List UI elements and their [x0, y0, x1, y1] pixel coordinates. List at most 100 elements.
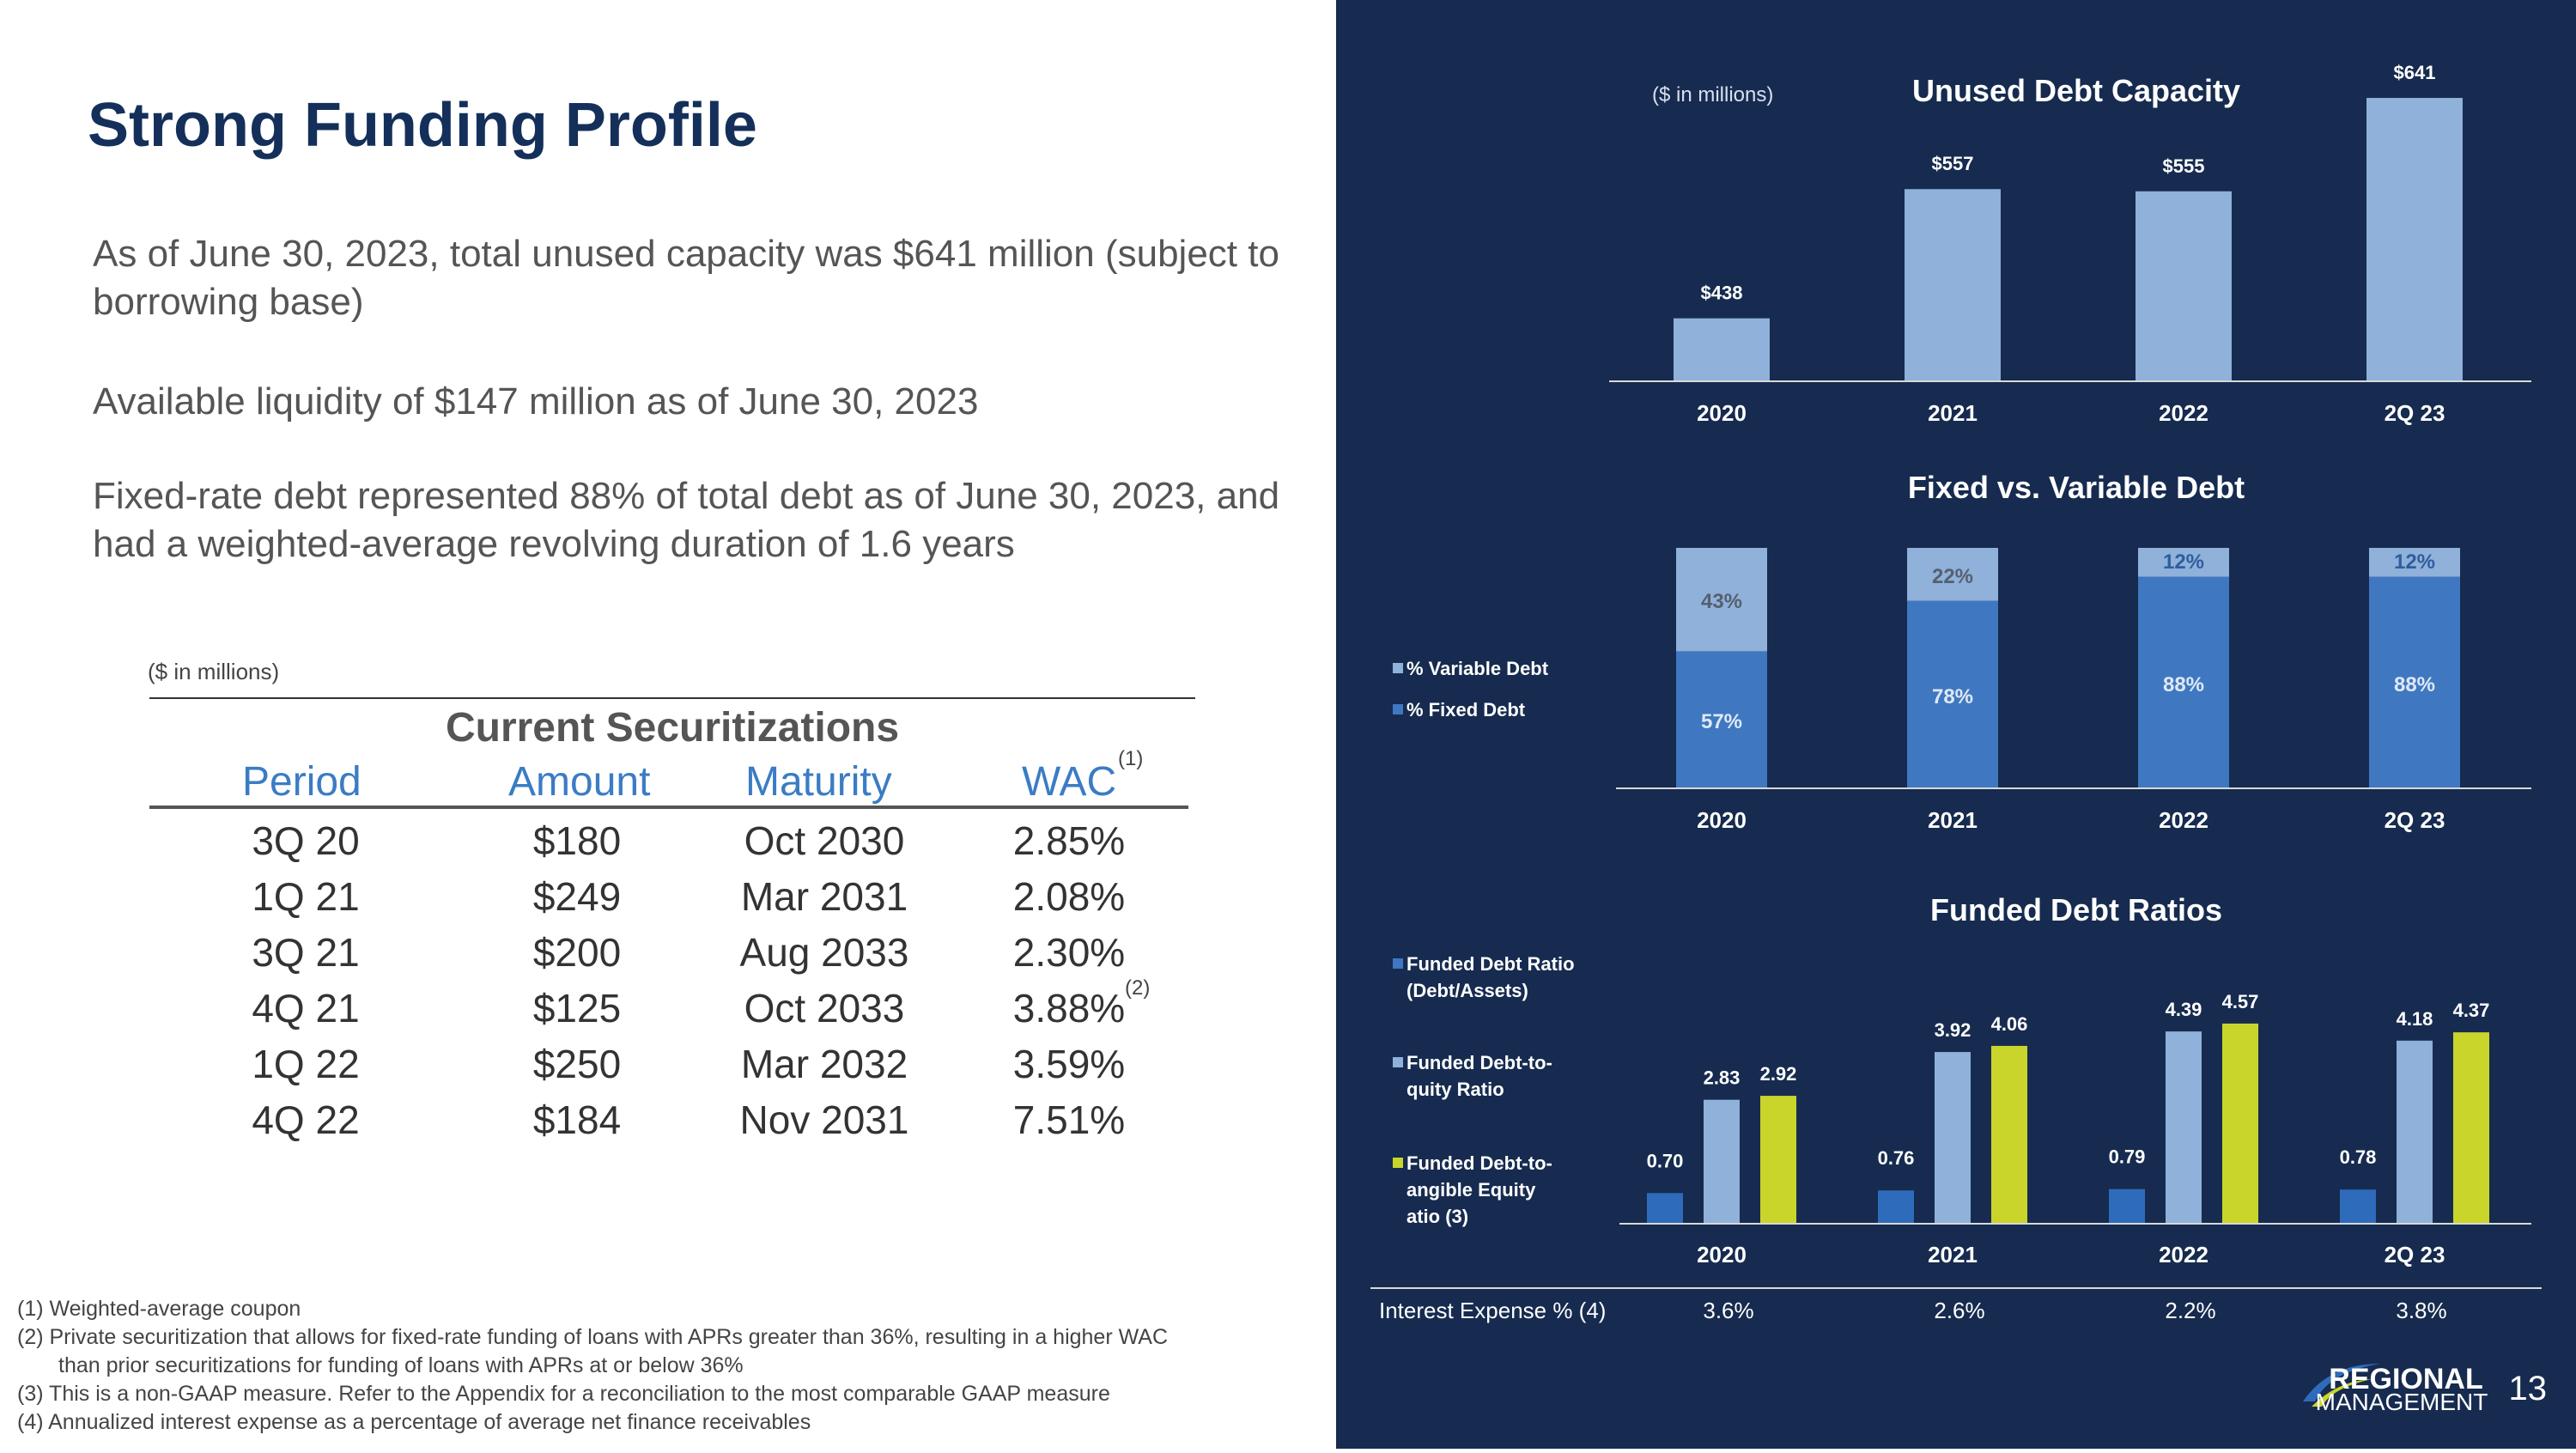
- legend-variable-debt: % Variable Debt: [1406, 658, 1549, 679]
- tick-label: 2021: [1928, 1242, 1978, 1268]
- header-maturity: Maturity: [745, 759, 892, 805]
- table-cell-maturity: Aug 2033: [739, 930, 909, 975]
- table-cell-wac: 2.08%: [1012, 874, 1126, 919]
- data-label-variable: 12%: [2163, 550, 2204, 574]
- table-cell-maturity: Mar 2032: [740, 1042, 908, 1086]
- tick-label: 2Q 23: [2385, 400, 2445, 426]
- logo-swoosh-accent-icon: [2312, 1379, 2372, 1407]
- legend-swatch-fixed: [1393, 704, 1403, 714]
- data-label: $557: [1932, 153, 1974, 174]
- chart-title-funded-debt-ratios: Funded Debt Ratios: [1930, 892, 2222, 927]
- bar-unused-capacity: [1905, 189, 2001, 381]
- bar-fixed-debt: [2138, 576, 2229, 788]
- legend-fixed-debt: % Fixed Debt: [1406, 699, 1526, 720]
- data-label: 0.76: [1878, 1147, 1915, 1169]
- legend-label: Funded Debt-to-angible Equity atio (3): [1406, 1152, 1552, 1227]
- header-period: Period: [242, 759, 361, 805]
- bar-debt-to-equity: [1704, 1099, 1740, 1224]
- bar-debt-to-equity: [2166, 1031, 2202, 1224]
- data-label-variable: 43%: [1701, 590, 1742, 613]
- wac-footnote-marker: (1): [1118, 747, 1144, 770]
- charts-svg: ($ in millions) Unused Debt Capacity $438 2…: [1370, 62, 2547, 1415]
- tick-label: 2020: [1697, 400, 1747, 426]
- interest-expense-label: Interest Expense % (4): [1379, 1298, 1606, 1323]
- tick-label: 2022: [2159, 807, 2208, 833]
- table-cell-maturity: Nov 2031: [739, 1097, 909, 1142]
- legend-swatch-variable: [1393, 663, 1403, 673]
- data-label-variable: 12%: [2394, 550, 2435, 574]
- table-top-rule: [149, 697, 1195, 699]
- table-cell-amount: $200: [532, 930, 622, 975]
- legend-label-line: angible Equity: [1406, 1179, 1540, 1201]
- tick-label: 2020: [1697, 1242, 1747, 1268]
- bar-unused-capacity: [1674, 318, 1770, 381]
- table-cell-maturity: Oct 2030: [744, 818, 905, 863]
- table-cell-wac: 3.59%: [1012, 1042, 1126, 1086]
- data-label: 4.39: [2166, 999, 2202, 1020]
- wac-note-marker: (2): [1125, 976, 1151, 1000]
- header-amount: Amount: [508, 759, 651, 805]
- interest-expense-value: 3.6%: [1703, 1298, 1753, 1323]
- table-header-rule: [149, 806, 1188, 809]
- table-cell-wac: 2.85%: [1012, 818, 1126, 863]
- bar-variable-debt: [1907, 548, 1998, 601]
- table-cell-period: 3Q 21: [252, 930, 360, 975]
- logo-text-top: REGIONAL: [2329, 1363, 2482, 1395]
- tick-label: 2020: [1697, 807, 1747, 833]
- data-label: 0.79: [2109, 1146, 2146, 1168]
- bullet-capacity: As of June 30, 2023, total unused capaci…: [93, 233, 1279, 323]
- legend-label-line: quity Ratio: [1406, 1079, 1504, 1100]
- logo-swoosh-icon: [2303, 1364, 2380, 1401]
- tick-label: 2Q 23: [2385, 807, 2445, 833]
- tick-label: 2021: [1928, 807, 1978, 833]
- data-label-fixed: 88%: [2394, 673, 2435, 696]
- tick-label: 2021: [1928, 400, 1978, 426]
- tick-label: 2022: [2159, 1242, 2208, 1268]
- table-cell-amount: $180: [532, 818, 622, 863]
- legend-label-line: atio (3): [1406, 1206, 1468, 1227]
- bar-variable-debt: [1676, 548, 1767, 652]
- footnote-line: than prior securitizations for funding o…: [58, 1353, 744, 1377]
- table-cell-amount: $184: [532, 1097, 622, 1142]
- bar-fixed-debt: [1907, 600, 1998, 788]
- data-label: $555: [2163, 155, 2205, 177]
- legend-label: Funded Debt-to-quity Ratio: [1406, 1052, 1552, 1100]
- table-cell-amount: $125: [532, 986, 622, 1030]
- table-cell-wac: 2.30%: [1012, 930, 1126, 975]
- table-cell-period: 4Q 21: [252, 986, 360, 1030]
- left-panel: Strong Funding Profile As of June 30, 20…: [17, 91, 1280, 1434]
- data-label: 0.78: [2340, 1146, 2377, 1168]
- logo-text-bottom: MANAGEMENT: [2316, 1389, 2488, 1415]
- table-cell-maturity: Oct 2033: [744, 986, 905, 1030]
- bar-unused-capacity: [2366, 98, 2463, 382]
- data-label: 2.92: [1760, 1063, 1797, 1085]
- table-cell-period: 3Q 20: [252, 818, 360, 863]
- table-cell-wac: 3.88%: [1012, 986, 1126, 1030]
- data-label: 2.83: [1704, 1067, 1741, 1089]
- bar-funded-debt-ratio: [1647, 1193, 1683, 1224]
- bar-debt-to-equity: [1935, 1052, 1971, 1224]
- table-units-note: ($ in millions): [148, 659, 280, 684]
- right-panel: ($ in millions) Unused Debt Capacity $438 2…: [1336, 0, 2576, 1449]
- bar-debt-to-tangible-equity: [2453, 1032, 2489, 1224]
- tick-label: 2Q 23: [2385, 1242, 2445, 1268]
- table-cell-amount: $249: [532, 874, 622, 919]
- data-label: $438: [1701, 283, 1743, 304]
- footnote-line: (3) This is a non-GAAP measure. Refer to…: [17, 1382, 1110, 1406]
- table-cell-wac: 7.51%: [1012, 1097, 1126, 1142]
- data-label: 4.06: [1991, 1013, 2028, 1035]
- legend-swatch: [1393, 1057, 1403, 1067]
- chart-title-unused-capacity: Unused Debt Capacity: [1912, 73, 2240, 108]
- table-cell-period: 4Q 22: [252, 1097, 360, 1142]
- units-note: ($ in millions): [1652, 83, 1773, 106]
- interest-expense-value: 2.6%: [1934, 1298, 1984, 1323]
- legend-label-line: (Debt/Assets): [1406, 980, 1528, 1001]
- bar-debt-to-tangible-equity: [1991, 1045, 2027, 1224]
- table-cell-period: 1Q 21: [252, 874, 360, 919]
- interest-expense-value: 2.2%: [2165, 1298, 2215, 1323]
- data-label: 4.57: [2222, 991, 2259, 1012]
- bullet-liquidity: Available liquidity of $147 million as o…: [93, 380, 979, 423]
- interest-expense-value: 3.8%: [2396, 1298, 2446, 1323]
- bar-variable-debt: [2138, 548, 2229, 577]
- bar-debt-to-equity: [2397, 1040, 2433, 1224]
